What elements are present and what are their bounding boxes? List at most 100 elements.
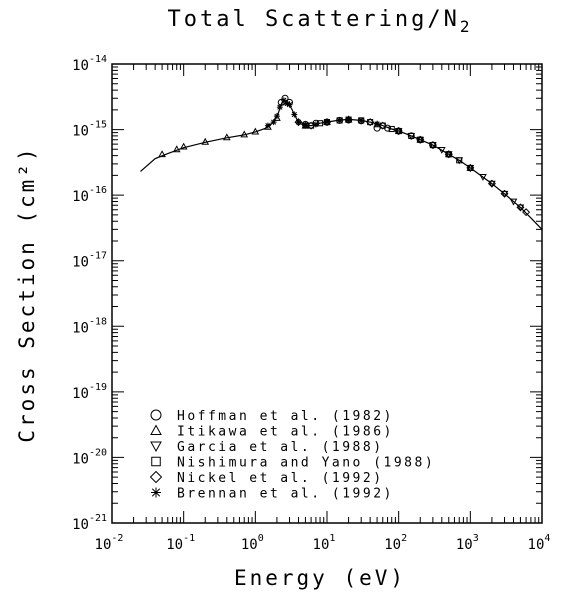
x-tick-label: 104	[528, 533, 551, 553]
y-axis-label: Cross Section (cm²)	[15, 145, 39, 442]
data-point-diamond	[487, 179, 496, 188]
y-tick-exponent: -21	[89, 513, 107, 524]
y-tick-base: 10	[72, 255, 89, 271]
x-tick-exponent: 4	[544, 533, 550, 544]
data-point-triangle-up	[240, 130, 249, 138]
data-point-diamond	[294, 118, 303, 127]
y-tick-exponent: -18	[89, 316, 107, 327]
data-point-square	[456, 157, 463, 164]
data-point-diamond	[444, 150, 453, 159]
data-point-triangle-up	[158, 150, 166, 158]
data-point-diamond	[522, 208, 531, 217]
x-tick-exponent: 1	[329, 533, 335, 544]
y-tick-base: 10	[72, 517, 89, 533]
legend-marker-circle	[150, 409, 162, 421]
data-point-asterisk	[291, 111, 298, 118]
data-point-asterisk	[302, 122, 309, 129]
data-point-asterisk	[336, 117, 343, 124]
legend-label: Itikawa et al. (1986)	[177, 425, 394, 440]
data-point-triangle-up	[172, 145, 181, 153]
chart-title-subscript: 2	[460, 17, 473, 36]
legend-marker-diamond	[149, 470, 163, 484]
legend-marker-square	[151, 456, 161, 467]
legend-marker-triangle-up	[150, 424, 162, 435]
data-point-square	[445, 151, 452, 158]
legend-label: Nickel et al. (1992)	[177, 471, 384, 486]
data-point-triangle-up	[201, 137, 210, 145]
y-tick-base: 10	[72, 58, 89, 74]
data-point-triangle-up	[251, 127, 260, 135]
x-tick-base: 10	[166, 537, 183, 553]
data-point-diamond	[378, 121, 387, 130]
data-point-square	[308, 122, 315, 129]
data-point-asterisk	[273, 113, 280, 120]
chart-title: Total Scattering/N2	[167, 7, 472, 36]
y-tick-exponent: -15	[89, 120, 107, 131]
y-tick-label: 10-18	[72, 316, 107, 336]
x-tick-base: 10	[456, 537, 473, 553]
legend-label: Brennan et al. (1992)	[177, 487, 394, 502]
tick-marks	[111, 63, 543, 524]
x-tick-label: 100	[241, 533, 264, 553]
data-point-diamond	[344, 115, 353, 124]
legend-label: Garcia et al. (1988)	[177, 440, 384, 455]
data-point-triangle-down	[500, 190, 509, 198]
y-tick-exponent: -19	[89, 382, 107, 393]
data-point-diamond	[416, 135, 425, 144]
y-tick-label: 10-21	[72, 513, 107, 533]
y-tick-base: 10	[72, 386, 89, 402]
x-tick-exponent: 3	[473, 533, 479, 544]
data-point-asterisk	[295, 119, 302, 126]
legend: Hoffman et al. (1982)Itikawa et al. (198…	[149, 409, 433, 502]
data-point-triangle-up	[179, 142, 188, 150]
data-point-asterisk	[324, 119, 330, 126]
data-point-diamond	[366, 118, 375, 127]
y-tick-exponent: -20	[89, 447, 107, 458]
data-point-diamond	[500, 189, 509, 198]
y-tick-label: 10-17	[72, 251, 107, 271]
x-axis-label: Energy (eV)	[234, 566, 406, 590]
data-point-triangle-down	[437, 146, 446, 154]
y-tick-base: 10	[72, 320, 89, 336]
legend-marker-triangle-down	[150, 441, 162, 453]
data-point-asterisk	[276, 104, 283, 111]
x-tick-label: 102	[384, 533, 407, 553]
x-tick-labels: 10-2 10-1 100 101 102 103 104	[95, 533, 551, 553]
data-point-asterisk	[345, 116, 352, 123]
data-point-square	[408, 132, 415, 139]
data-point-diamond	[466, 163, 475, 172]
x-tick-exponent: -2	[111, 533, 123, 544]
x-tick-base: 10	[241, 537, 258, 553]
data-points	[158, 94, 531, 217]
y-tick-exponent: -17	[89, 251, 107, 262]
y-tick-exponent: -14	[89, 54, 107, 65]
data-point-asterisk	[280, 97, 287, 104]
x-tick-label: 10-1	[166, 533, 195, 553]
y-tick-exponent: -16	[89, 185, 107, 196]
x-tick-exponent: -1	[183, 533, 195, 544]
data-point-square	[395, 127, 402, 135]
data-point-diamond	[394, 127, 403, 136]
data-point-diamond	[516, 203, 525, 212]
y-tick-label: 10-16	[72, 185, 107, 205]
data-point-asterisk	[270, 119, 277, 126]
y-tick-label: 10-15	[72, 120, 107, 140]
x-tick-label: 103	[456, 533, 479, 553]
data-point-asterisk	[374, 120, 381, 127]
data-point-square	[467, 164, 474, 171]
data-point-asterisk	[358, 117, 365, 124]
recommended-curve	[140, 99, 543, 230]
data-point-triangle-down	[516, 204, 525, 212]
x-tick-label: 101	[313, 533, 336, 553]
data-point-triangle-down	[509, 198, 518, 206]
data-point-triangle-up	[222, 133, 231, 141]
x-tick-base: 10	[313, 537, 330, 553]
x-tick-base: 10	[384, 537, 401, 553]
y-tick-label: 10-20	[72, 447, 107, 467]
data-point-square	[388, 125, 395, 133]
y-tick-base: 10	[72, 189, 89, 205]
legend-marker-asterisk	[151, 487, 161, 498]
legend-label: Hoffman et al. (1982)	[177, 409, 394, 424]
data-point-asterisk	[284, 100, 291, 107]
